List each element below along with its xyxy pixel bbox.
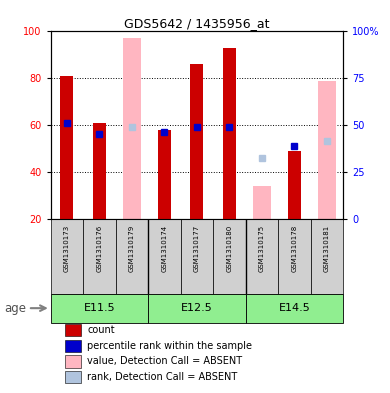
Bar (116, 219, 148, 294)
Bar (288, 151, 301, 219)
Bar (83, 219, 116, 294)
Bar (60, 76, 73, 219)
Text: age: age (4, 302, 27, 315)
Text: GSM1310174: GSM1310174 (161, 225, 167, 272)
Text: GSM1310176: GSM1310176 (96, 225, 103, 272)
Text: E11.5: E11.5 (83, 303, 115, 313)
Bar (66, 371, 82, 383)
Bar (213, 219, 246, 294)
Bar (223, 48, 236, 219)
Bar (148, 294, 246, 323)
Bar (66, 355, 82, 368)
Bar (123, 39, 141, 219)
Text: GSM1310177: GSM1310177 (194, 225, 200, 272)
Bar (181, 219, 213, 294)
Bar (246, 219, 278, 294)
Text: GSM1310173: GSM1310173 (64, 225, 70, 272)
Text: percentile rank within the sample: percentile rank within the sample (87, 341, 252, 351)
Bar (158, 130, 171, 219)
Bar (311, 219, 343, 294)
Text: count: count (87, 325, 115, 335)
Text: value, Detection Call = ABSENT: value, Detection Call = ABSENT (87, 356, 243, 366)
Bar (246, 294, 343, 323)
Bar (190, 64, 204, 219)
Text: GSM1310175: GSM1310175 (259, 225, 265, 272)
Bar (51, 219, 83, 294)
Text: GSM1310181: GSM1310181 (324, 225, 330, 272)
Bar (253, 186, 271, 219)
Bar (318, 81, 336, 219)
Bar (66, 324, 82, 336)
Bar (148, 219, 181, 294)
Text: rank, Detection Call = ABSENT: rank, Detection Call = ABSENT (87, 372, 238, 382)
Bar (93, 123, 106, 219)
Text: E14.5: E14.5 (278, 303, 310, 313)
Text: E12.5: E12.5 (181, 303, 213, 313)
Bar (66, 340, 82, 352)
Bar (278, 219, 311, 294)
Text: GSM1310180: GSM1310180 (227, 225, 232, 272)
Text: GSM1310179: GSM1310179 (129, 225, 135, 272)
Bar (51, 294, 148, 323)
Title: GDS5642 / 1435956_at: GDS5642 / 1435956_at (124, 17, 270, 30)
Text: GSM1310178: GSM1310178 (291, 225, 298, 272)
